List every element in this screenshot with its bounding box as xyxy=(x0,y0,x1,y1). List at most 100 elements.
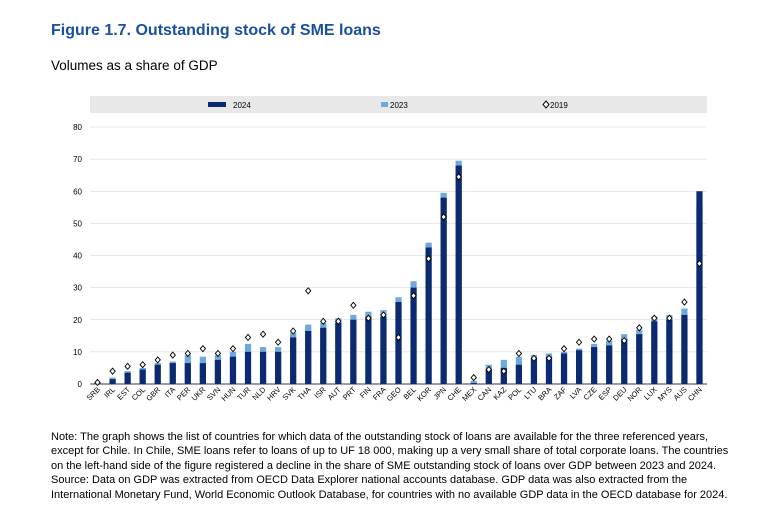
marker-2019-CZE xyxy=(590,335,598,343)
x-tick-label-AUT: AUT xyxy=(326,385,343,402)
bar-2024-JPN xyxy=(440,197,447,384)
marker-2019-KAZ xyxy=(500,367,508,375)
x-tick-label-DEU: DEU xyxy=(611,385,629,403)
marker-2019-POL xyxy=(515,349,523,358)
y-tick-label: 20 xyxy=(73,316,82,325)
x-tick-label-PRT: PRT xyxy=(341,385,358,402)
marker-2019-JPN xyxy=(440,213,447,221)
x-tick-label-HUN: HUN xyxy=(220,385,238,403)
x-tick-label-FRA: FRA xyxy=(371,385,388,402)
bar-2024-KAZ xyxy=(500,367,507,384)
marker-2019-ESP xyxy=(605,335,613,343)
x-tick-label-CAN: CAN xyxy=(476,385,494,403)
bar-2024-UKR xyxy=(199,363,206,384)
x-tick-label-JPN: JPN xyxy=(432,385,448,401)
marker-2019-KOR xyxy=(425,255,432,263)
marker-2019-HUN xyxy=(229,344,237,353)
bar-2024-GBR xyxy=(154,364,161,384)
x-tick-label-GEO: GEO xyxy=(385,385,403,403)
bar-2024-CHE xyxy=(455,165,462,384)
x-tick-label-CZE: CZE xyxy=(582,385,599,402)
marker-2019-ZAF xyxy=(560,344,568,353)
marker-2019-FRA xyxy=(380,311,387,319)
x-tick-label-HRV: HRV xyxy=(265,385,282,402)
figure-notes: Note: The graph shows the list of countr… xyxy=(51,430,741,502)
bar-2024-DEU xyxy=(621,339,628,384)
marker-2019-EST xyxy=(124,362,131,371)
bar-2024-FIN xyxy=(365,316,372,384)
marker-2019-THA xyxy=(305,287,312,295)
bar-2024-NOR xyxy=(636,334,643,384)
x-tick-label-SRB: SRB xyxy=(85,385,102,402)
bar-2024-COL xyxy=(139,369,146,384)
marker-2019-GEO xyxy=(395,333,402,342)
marker-2019-MEX xyxy=(470,373,477,382)
legend-swatch-2024 xyxy=(208,102,226,107)
x-tick-label-TUR: TUR xyxy=(235,385,253,403)
marker-2019-CHN xyxy=(696,259,703,268)
bar-2024-HUN xyxy=(229,356,237,384)
x-tick-label-SVN: SVN xyxy=(205,385,222,402)
marker-2019-GBR xyxy=(154,356,161,364)
bar-2024-TUR xyxy=(244,351,252,384)
note-text: Note: The graph shows the list of countr… xyxy=(51,431,729,472)
bar-2024-HRV xyxy=(275,351,282,384)
x-tick-label-CHN: CHN xyxy=(686,385,704,403)
y-axis: 0 10 20 30 40 50 60 70 80 xyxy=(73,123,82,389)
marker-2019-SRB xyxy=(94,378,101,387)
bar-2024-BRA xyxy=(545,356,553,384)
x-tick-label-NLD: NLD xyxy=(250,385,267,402)
x-tick-label-LUX: LUX xyxy=(642,385,659,402)
marker-2019-NLD xyxy=(259,330,267,338)
chart-markers-2019 xyxy=(94,173,703,387)
bar-2024-MEX xyxy=(470,383,477,384)
chart-bars xyxy=(94,160,703,384)
sme-loans-chart: 2024 2023 2019 0 10 20 30 40 50 60 70 80 SRB IRLEST… xyxy=(73,96,707,404)
bar-2024-POL xyxy=(515,364,522,384)
x-tick-label-LTU: LTU xyxy=(522,385,538,401)
x-tick-label-SVK: SVK xyxy=(281,385,298,402)
figure-title: Figure 1.7. Outstanding stock of SME loa… xyxy=(51,22,381,39)
x-tick-label-FIN: FIN xyxy=(358,385,373,400)
bar-2024-ISR xyxy=(320,327,327,384)
x-tick-label-NOR: NOR xyxy=(626,385,645,404)
bar-2024-FRA xyxy=(380,316,387,384)
x-tick-label-UKR: UKR xyxy=(190,385,208,403)
bar-2024-NLD xyxy=(259,351,267,384)
marker-2019-SVN xyxy=(214,349,222,358)
bar-2024-ZAF xyxy=(560,353,568,384)
x-tick-label-POL: POL xyxy=(506,385,523,402)
bar-2024-LTU xyxy=(530,358,538,384)
marker-2019-NOR xyxy=(636,324,643,332)
bar-2024-GEO xyxy=(395,302,402,384)
bar-2024-MYS xyxy=(666,319,673,384)
y-tick-label: 30 xyxy=(73,284,82,293)
x-tick-label-KAZ: KAZ xyxy=(492,385,509,402)
y-tick-label: 10 xyxy=(73,348,82,357)
bar-2024-KOR xyxy=(425,247,432,384)
bar-2024-CAN xyxy=(485,369,492,384)
bar-2024-LVA xyxy=(575,350,583,384)
marker-2019-AUT xyxy=(335,317,342,326)
bar-2024-SVN xyxy=(214,359,222,384)
x-tick-label-GBR: GBR xyxy=(144,385,162,403)
marker-2019-UKR xyxy=(199,344,207,353)
x-tick-label-MEX: MEX xyxy=(460,385,478,403)
x-tick-label-ISR: ISR xyxy=(312,385,328,401)
x-tick-label-BRA: BRA xyxy=(536,385,553,402)
bar-2024-IRL xyxy=(109,379,116,384)
marker-2019-CHE xyxy=(455,173,462,181)
legend-background xyxy=(90,96,707,113)
bar-2023-MEX xyxy=(470,380,477,384)
y-tick-label: 60 xyxy=(73,187,82,196)
x-tick-label-EST: EST xyxy=(115,385,132,402)
x-tick-label-ZAF: ZAF xyxy=(552,385,569,402)
marker-2019-SVK xyxy=(289,327,297,335)
bar-2024-AUT xyxy=(335,322,342,384)
legend-marker-2019 xyxy=(542,100,550,109)
legend-label-2019: 2019 xyxy=(550,101,568,110)
y-tick-label: 50 xyxy=(73,219,82,228)
marker-2019-DEU xyxy=(621,336,628,345)
y-tick-label: 0 xyxy=(78,380,83,389)
